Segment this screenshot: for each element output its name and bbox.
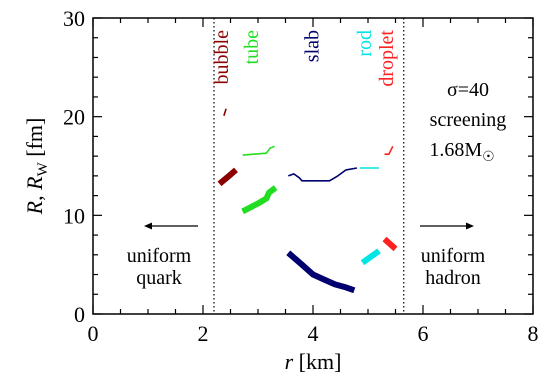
left-region-label-2: quark [136,267,182,289]
right-region-arrow [420,222,474,230]
x-tick-label: 4 [308,321,319,346]
x-axis-label: r [km] [285,349,342,374]
x-axis-label-var: r [285,349,294,374]
phase-label-rod: rod [354,30,376,57]
series-slab-r [286,250,356,294]
x-tick-label: 6 [418,321,429,346]
series-slab-rw [288,167,358,182]
right-region-label-1: uniform [421,245,486,267]
info-sigma: σ=40 [447,79,489,101]
phase-label-droplet: droplet [376,30,398,87]
series-droplet-r [382,236,398,252]
left-region-label-1: uniform [127,245,192,267]
x-tick-label: 2 [198,321,209,346]
phase-label-bubble: bubble [211,30,233,85]
left-region-arrow [144,222,198,230]
x-axis-label-unit: [km] [293,349,341,374]
phase-boundaries [213,18,405,314]
phase-label-tube: tube [241,30,263,65]
y-tick-label: 30 [63,6,85,31]
y-tick-label: 0 [74,302,85,327]
y-tick-label: 20 [63,105,85,130]
x-tick-label: 0 [88,321,99,346]
axis-ticks [92,17,534,315]
info-screening: screening [430,109,507,131]
x-tick-label: 8 [528,321,539,346]
info-mass-symbol: ☉ [482,150,495,165]
right-region-label-2: hadron [425,267,481,289]
info-mass-value: 1.68M [429,139,482,161]
y-axis-label: R, RW [fm] [22,118,51,216]
series-layer [217,108,398,294]
y-axis-label-sep: , [22,190,47,201]
y-axis-label-unit: [fm] [22,118,47,163]
info-mass: 1.68M☉ [429,139,494,165]
series-droplet-rw [384,145,394,155]
y-tick-label: 10 [63,203,85,228]
y-axis-label-sub: W [35,161,51,176]
series-tube-r [241,185,278,215]
phase-label-slab: slab [302,30,324,62]
tick-labels: 0 2 4 6 8 0 10 20 30 [63,6,539,346]
y-axis-label-rw: R [22,176,47,191]
phase-labels: bubble tube slab rod droplet [211,30,398,87]
series-rod-r [360,248,381,266]
y-axis-label-r: R [22,200,47,215]
series-bubble-r [217,167,238,187]
series-tube-rw [242,145,275,156]
series-bubble-rw [223,108,227,116]
